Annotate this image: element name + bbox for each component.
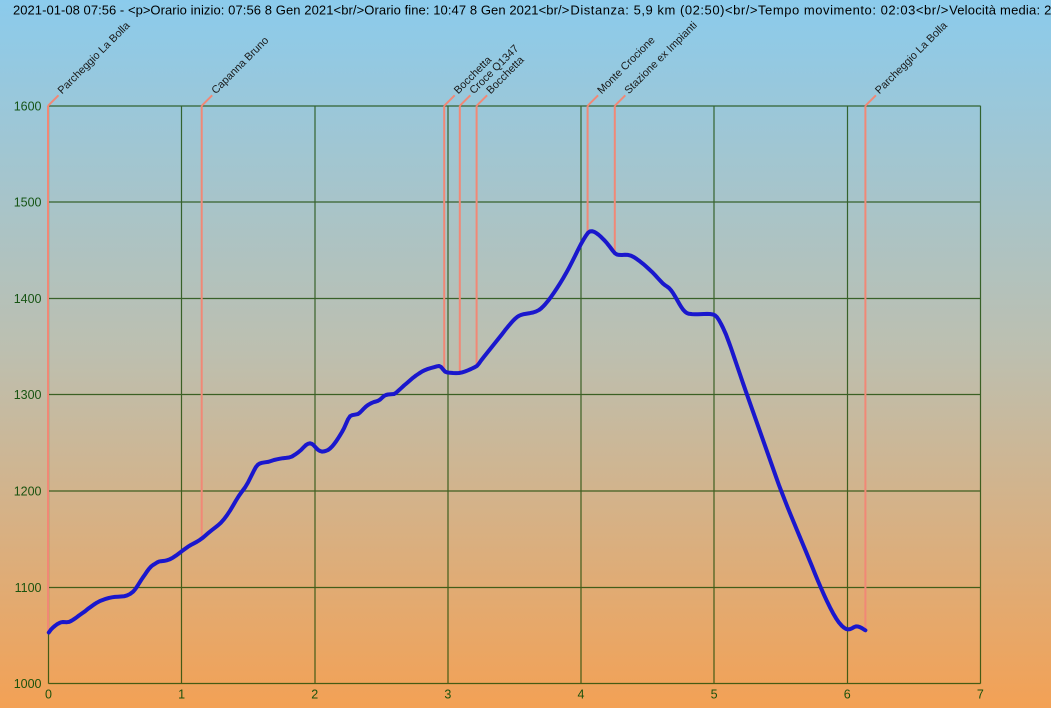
svg-text:5: 5 (711, 688, 718, 702)
svg-text:6: 6 (844, 688, 851, 702)
svg-text:1200: 1200 (14, 485, 42, 499)
svg-text:0: 0 (45, 688, 52, 702)
svg-text:1600: 1600 (14, 99, 42, 113)
svg-text:1400: 1400 (14, 292, 42, 306)
svg-text:2: 2 (311, 688, 318, 702)
svg-text:1000: 1000 (14, 677, 42, 691)
svg-text:1500: 1500 (14, 196, 42, 210)
svg-text:1100: 1100 (15, 581, 42, 595)
svg-text:1300: 1300 (14, 388, 42, 402)
svg-text:3: 3 (444, 688, 451, 702)
svg-text:4: 4 (578, 688, 585, 702)
svg-text:2021-01-08 07:56 - <p>Orario i: 2021-01-08 07:56 - <p>Orario inizio: 07:… (13, 2, 1051, 17)
svg-text:7: 7 (977, 688, 984, 702)
svg-text:1: 1 (178, 688, 185, 702)
